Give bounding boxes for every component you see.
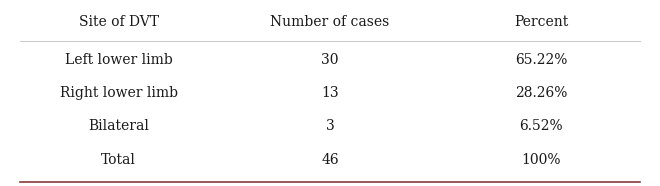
Text: 3: 3 (325, 119, 335, 134)
Text: Site of DVT: Site of DVT (79, 15, 159, 29)
Text: Left lower limb: Left lower limb (65, 52, 173, 67)
Text: 13: 13 (321, 86, 339, 100)
Text: 100%: 100% (521, 153, 561, 167)
Text: Total: Total (102, 153, 136, 167)
Text: Percent: Percent (514, 15, 568, 29)
Text: Number of cases: Number of cases (271, 15, 389, 29)
Text: 28.26%: 28.26% (515, 86, 568, 100)
Text: 65.22%: 65.22% (515, 52, 568, 67)
Text: Right lower limb: Right lower limb (60, 86, 178, 100)
Text: 46: 46 (321, 153, 339, 167)
Text: 6.52%: 6.52% (519, 119, 563, 134)
Text: 30: 30 (321, 52, 339, 67)
Text: Bilateral: Bilateral (88, 119, 149, 134)
